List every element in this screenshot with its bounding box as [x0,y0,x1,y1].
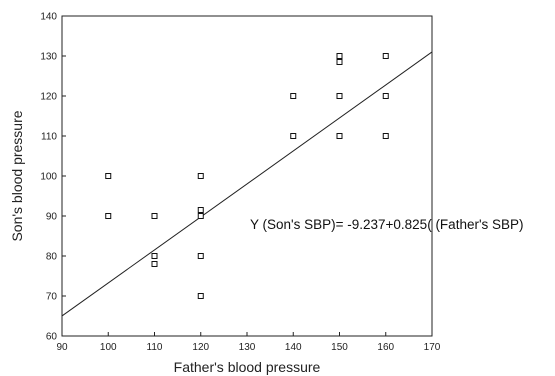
data-point [336,93,343,99]
regression-line [61,51,433,317]
data-point [290,133,297,139]
y-axis: 60 70 80 90 100 110 120 130 140 [40,12,66,343]
x-tick-label: 90 [56,342,68,353]
regression-equation: Y (Son's SBP)= -9.237+0.825( (Father's S… [250,217,524,232]
data-point [151,253,158,259]
x-axis-title: Father's blood pressure [174,359,321,375]
data-point [197,173,204,179]
data-point [197,293,204,299]
data-point [197,207,204,213]
data-point [382,93,389,99]
data-point [336,133,343,139]
x-tick-label: 100 [100,342,117,353]
data-point [151,213,158,219]
y-tick-label: 110 [41,132,57,143]
x-tick-label: 110 [147,342,163,353]
data-point [105,213,112,219]
data-point [336,59,343,65]
data-point [382,133,389,139]
data-point [336,53,343,59]
x-tick-label: 160 [377,342,394,353]
x-tick-label: 140 [285,342,302,353]
plot-frame [61,15,433,337]
y-tick-label: 70 [46,292,58,303]
x-tick-label: 120 [192,342,209,353]
y-tick-label: 60 [46,332,58,343]
x-tick-label: 170 [424,342,441,353]
data-point [197,253,204,259]
y-tick-label: 120 [40,92,57,103]
y-tick-label: 140 [40,12,57,23]
x-axis: 90 100 110 120 130 140 150 160 170 [56,332,441,353]
data-point [151,261,158,267]
data-point [290,93,297,99]
y-tick-label: 100 [40,172,57,183]
y-tick-label: 130 [40,52,57,63]
x-tick-label: 130 [239,342,256,353]
data-point [197,213,204,219]
y-tick-label: 90 [46,212,58,223]
data-point [105,173,112,179]
x-tick-label: 150 [331,342,348,353]
data-point [382,53,389,59]
y-axis-title: Son's blood pressure [9,110,25,241]
data-points [105,53,389,299]
y-tick-label: 80 [46,252,58,263]
